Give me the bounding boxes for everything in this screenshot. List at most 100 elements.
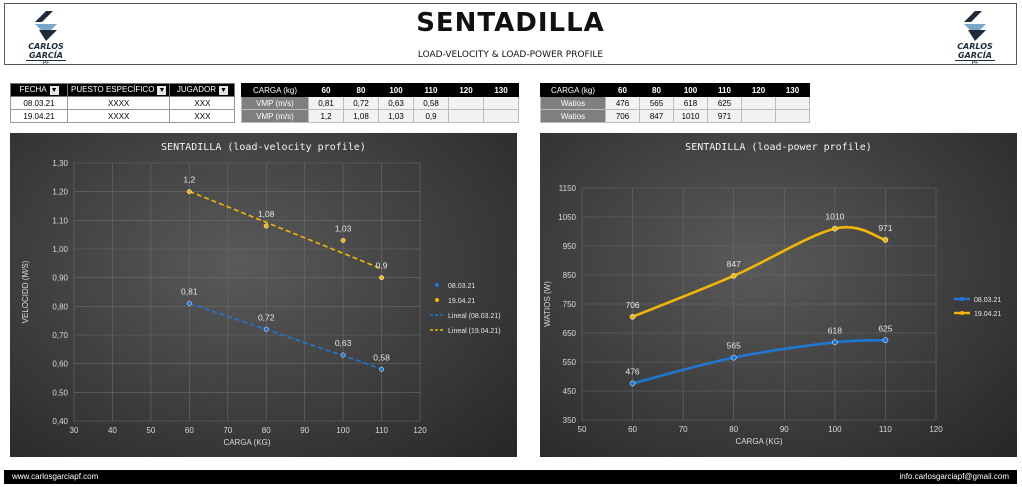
x-tick-label: 110 — [879, 425, 892, 434]
x-tick-label: 120 — [413, 426, 427, 435]
y-tick-label: 0,80 — [52, 302, 68, 311]
data-label: 971 — [878, 223, 892, 233]
load-velocity-chart[interactable]: SENTADILLA (load-velocity profile) 0,40 0,… — [10, 133, 517, 457]
data-label: 706 — [625, 300, 639, 310]
table-cell[interactable]: 0,63 — [378, 96, 414, 110]
website-link[interactable]: www.carlosgarciapf.com — [12, 472, 99, 481]
table-cell[interactable] — [775, 109, 810, 123]
table-cell[interactable]: 1,03 — [378, 109, 414, 123]
table-cell[interactable]: 19.04.21 — [10, 109, 68, 123]
legend-label: 08.03.21 — [974, 297, 1001, 304]
table-cell[interactable] — [483, 96, 519, 110]
table-cell[interactable] — [741, 109, 776, 123]
logo-mark-icon — [964, 11, 986, 41]
table-cell[interactable] — [483, 109, 519, 123]
legend-swatch — [435, 298, 439, 302]
table-cell[interactable]: 0,9 — [413, 109, 449, 123]
table-cell[interactable]: 706 — [605, 109, 640, 123]
series-line-1 — [632, 225, 886, 318]
y-tick-label: 550 — [563, 358, 577, 367]
table-cell[interactable]: 1010 — [673, 109, 708, 123]
legend-label: Lineal (19.04.21) — [448, 328, 501, 335]
column-header-puesto[interactable]: PUESTO ESPECÍFICO ▼ — [66, 83, 171, 97]
table-cell[interactable]: 0,72 — [343, 96, 379, 110]
row-label: VMP (m/s) — [241, 109, 309, 123]
table-cell[interactable] — [775, 96, 810, 110]
data-point — [629, 313, 636, 320]
logo-text: CARLOS GARCÍA — [957, 42, 993, 60]
table-cell[interactable]: 0,58 — [413, 96, 449, 110]
y-tick-label: 0,60 — [52, 360, 68, 369]
column-header: 80 — [343, 83, 379, 97]
table-cell[interactable]: 971 — [707, 109, 742, 123]
table-cell[interactable]: XXX — [169, 109, 236, 123]
table-cell[interactable] — [448, 96, 484, 110]
x-tick-label: 90 — [780, 425, 789, 434]
table-cell[interactable]: 625 — [707, 96, 742, 110]
table-cell[interactable] — [448, 109, 484, 123]
legend-label: Lineal (08.03.21) — [448, 313, 501, 320]
legend-swatch — [435, 283, 439, 287]
column-header-jugador[interactable]: JUGADOR ▼ — [169, 83, 236, 97]
x-tick-label: 110 — [375, 426, 388, 435]
column-header-fecha[interactable]: FECHA ▼ — [10, 83, 68, 97]
load-power-chart[interactable]: SENTADILLA (load-power profile) 350 450 550… — [540, 133, 1017, 457]
table-cell[interactable] — [741, 96, 776, 110]
y-tick-label: 850 — [563, 271, 577, 280]
legend-swatch — [960, 311, 964, 315]
table-cell[interactable]: 476 — [605, 96, 640, 110]
x-axis-label: CARGA (KG) — [735, 437, 782, 446]
data-point — [882, 337, 889, 344]
data-point — [379, 366, 385, 372]
row-label: VMP (m/s) — [241, 96, 309, 110]
table-cell[interactable]: 0,81 — [308, 96, 344, 110]
table-cell[interactable]: 847 — [639, 109, 674, 123]
y-tick-label: 0,90 — [52, 274, 68, 283]
data-label: 565 — [727, 341, 741, 351]
table-cell[interactable]: XXXX — [66, 109, 171, 123]
data-point — [629, 380, 636, 387]
y-tick-label: 750 — [563, 300, 577, 309]
y-tick-label: 950 — [563, 242, 577, 251]
logo: CARLOS GARCÍA PF — [11, 10, 81, 67]
data-label: 1,2 — [183, 175, 195, 185]
table-cell[interactable]: 618 — [673, 96, 708, 110]
x-tick-label: 50 — [146, 426, 155, 435]
power-table: CARGA (kg) 60 80 100 110 120 130 Watios … — [540, 83, 810, 123]
table-cell[interactable]: XXX — [169, 96, 236, 110]
legend-swatch — [960, 297, 964, 301]
filter-icon[interactable]: ▼ — [49, 85, 59, 95]
y-tick-label: 1,20 — [52, 188, 68, 197]
data-point — [186, 189, 192, 195]
data-label: 625 — [878, 323, 892, 333]
dropdown-icon[interactable]: ▼ — [157, 85, 167, 95]
x-tick-label: 40 — [108, 426, 117, 435]
logo: CARLOS GARCÍA PF — [940, 10, 1010, 67]
email-link[interactable]: info.carlosgarciapf@gmail.com — [899, 472, 1010, 481]
logo-text: CARLOS GARCÍA — [28, 42, 64, 60]
data-point — [832, 339, 838, 346]
table-cell[interactable]: 08.03.21 — [10, 96, 68, 110]
column-header: 100 — [378, 83, 414, 97]
table-cell[interactable]: 565 — [639, 96, 674, 110]
table-cell[interactable]: 1,08 — [343, 109, 379, 123]
column-header: 110 — [413, 83, 449, 97]
page-subtitle: LOAD-VELOCITY & LOAD-POWER PROFILE — [417, 50, 604, 60]
x-tick-label: 120 — [929, 425, 943, 434]
table-cell[interactable]: 1,2 — [308, 109, 344, 123]
y-axis-label: WATIOS (W) — [543, 281, 552, 327]
table-cell[interactable]: XXXX — [66, 96, 171, 110]
y-tick-label: 1050 — [558, 213, 576, 222]
athlete-info-table: FECHA ▼ PUESTO ESPECÍFICO ▼ JUGADOR ▼ 08.03… — [10, 83, 236, 123]
column-header: 80 — [639, 83, 674, 97]
x-tick-label: 70 — [223, 426, 232, 435]
data-label: 1,03 — [335, 223, 352, 233]
column-header: CARGA (kg) — [241, 83, 309, 97]
y-tick-label: 350 — [563, 416, 577, 425]
load-power-chart-svg: SENTADILLA (load-power profile) 350 450 550… — [543, 142, 1001, 446]
table-row: Watios 476 565 618 625 — [540, 96, 810, 110]
dropdown-icon[interactable]: ▼ — [219, 85, 228, 95]
column-header-label: FECHA — [19, 85, 47, 95]
column-header: CARGA (kg) — [540, 83, 606, 97]
trendline-1 — [189, 190, 382, 270]
